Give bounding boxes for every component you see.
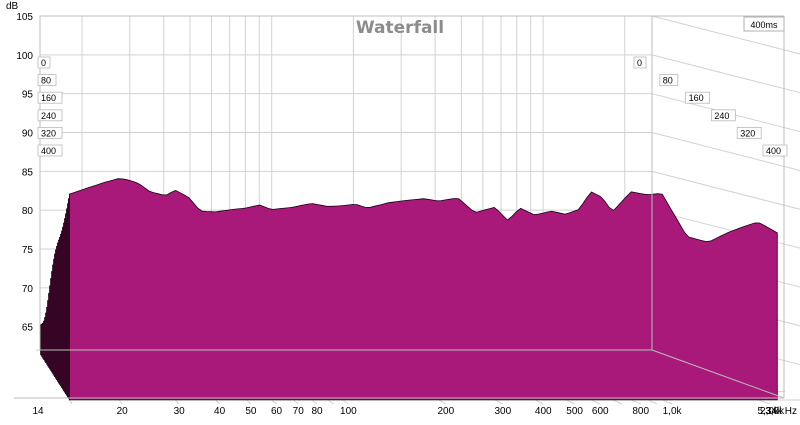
y-tick-label: 85 bbox=[22, 167, 34, 178]
time-axis-labels: 0 80 160 240 320 400 0 80 160 240 320 400 bbox=[37, 56, 788, 157]
x-tick-label: 70 bbox=[293, 406, 305, 417]
waterfall-slices bbox=[40, 178, 778, 401]
x-tick-label: 800 bbox=[632, 406, 649, 417]
x-tick-label: 300 bbox=[494, 406, 511, 417]
y-tick-label: 90 bbox=[22, 129, 34, 140]
svg-text:400: 400 bbox=[41, 146, 56, 156]
svg-text:80: 80 bbox=[41, 76, 51, 86]
x-tick-label: 1,0k bbox=[663, 406, 683, 417]
y-tick-label: 100 bbox=[16, 51, 33, 62]
time-label-right: 80 bbox=[659, 74, 679, 86]
y-tick-label: 75 bbox=[22, 245, 34, 256]
x-tick-label: 2,0k bbox=[760, 406, 780, 417]
x-tick-label: 20 bbox=[117, 406, 129, 417]
x-tick-label: 100 bbox=[340, 406, 357, 417]
x-tick-label: 30 bbox=[174, 406, 186, 417]
svg-text:320: 320 bbox=[740, 128, 755, 138]
svg-text:400ms: 400ms bbox=[750, 20, 778, 30]
time-label-left: 160 bbox=[37, 91, 63, 104]
y-axis-ticks: 65 70 75 80 85 90 95 100 105 bbox=[16, 12, 33, 334]
svg-text:0: 0 bbox=[637, 58, 642, 68]
svg-text:320: 320 bbox=[41, 128, 56, 138]
time-label-right: 0 bbox=[633, 56, 647, 69]
time-label-right: 160 bbox=[685, 91, 710, 104]
svg-text:240: 240 bbox=[41, 111, 56, 121]
svg-text:80: 80 bbox=[663, 76, 673, 86]
waterfall-slice-0 bbox=[69, 178, 778, 401]
y-axis-label: dB bbox=[6, 1, 19, 12]
x-tick-label: 200 bbox=[437, 406, 454, 417]
time-label-left: 0 bbox=[37, 56, 51, 69]
svg-text:160: 160 bbox=[689, 93, 704, 103]
y-tick-label: 65 bbox=[22, 323, 34, 334]
x-tick-label: 5,34k Hz bbox=[758, 406, 797, 417]
chart-title: Waterfall bbox=[356, 18, 444, 38]
plot-frame bbox=[14, 15, 785, 399]
x-tick-label: 400 bbox=[535, 406, 552, 417]
x-tick-label: 60 bbox=[271, 406, 283, 417]
x-tick-label: 600 bbox=[592, 406, 609, 417]
y-tick-label: 80 bbox=[22, 206, 34, 217]
y-tick-label: 105 bbox=[16, 12, 33, 23]
y-tick-label: 95 bbox=[22, 90, 34, 101]
x-tick-label: 80 bbox=[311, 406, 323, 417]
x-axis-ticks: 14 20 30 40 50 60 70 80 100 200 300 400 500 600 800 1,0… bbox=[32, 406, 797, 417]
svg-text:160: 160 bbox=[41, 93, 56, 103]
time-label-left: 240 bbox=[37, 109, 63, 122]
time-range-badge: 400ms bbox=[743, 16, 785, 32]
y-tick-label: 70 bbox=[22, 284, 34, 295]
time-label-right: 240 bbox=[711, 109, 736, 122]
time-label-right: 400 bbox=[762, 144, 788, 157]
svg-text:400: 400 bbox=[766, 146, 781, 156]
x-tick-label: 14 bbox=[32, 406, 44, 417]
x-tick-label: 40 bbox=[214, 406, 226, 417]
time-label-left: 320 bbox=[37, 127, 63, 139]
time-label-left: 80 bbox=[37, 74, 57, 86]
svg-text:0: 0 bbox=[41, 58, 46, 68]
time-label-left: 400 bbox=[37, 144, 63, 157]
time-label-right: 320 bbox=[736, 127, 762, 139]
x-tick-label: 500 bbox=[566, 406, 583, 417]
x-tick-label: 3,0k bbox=[765, 406, 785, 417]
svg-text:240: 240 bbox=[714, 111, 729, 121]
x-tick-label: 50 bbox=[245, 406, 257, 417]
